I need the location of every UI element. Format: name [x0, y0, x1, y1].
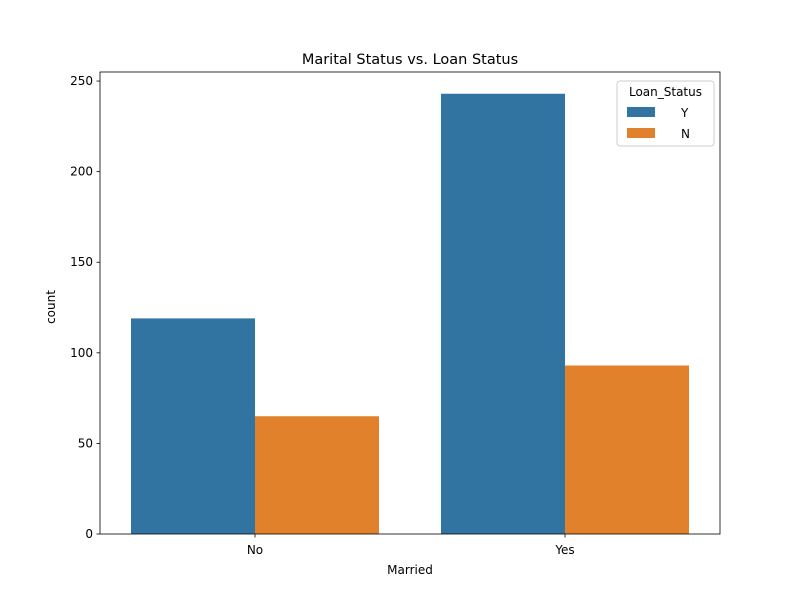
y-tick-label: 200 — [70, 165, 93, 179]
legend: Loan_Status YN — [616, 80, 715, 147]
legend-label-y: Y — [680, 106, 689, 120]
x-tick-label: No — [247, 543, 263, 557]
x-axis: No Yes — [247, 534, 575, 557]
y-axis: 0 50 100 150 200 250 — [70, 74, 100, 541]
bar-n-no — [255, 416, 379, 534]
y-tick-label: 250 — [70, 74, 93, 88]
x-tick-label: Yes — [554, 543, 574, 557]
legend-items: YN — [627, 106, 690, 141]
chart-title: Marital Status vs. Loan Status — [302, 52, 518, 68]
y-tick-label: 150 — [70, 255, 93, 269]
bar-y-no — [131, 318, 255, 534]
legend-swatch-n — [627, 128, 655, 138]
axes-frame — [99, 71, 721, 535]
x-axis-label: Married — [387, 563, 433, 577]
plot-area — [99, 71, 721, 535]
legend-label-n: N — [681, 127, 690, 141]
legend-title: Loan_Status — [629, 85, 702, 99]
legend-swatch-y — [627, 107, 655, 117]
bar-y-yes — [441, 93, 565, 534]
y-tick-label: 100 — [70, 346, 93, 360]
bar-n-yes — [565, 365, 689, 534]
y-tick-label: 0 — [85, 527, 93, 541]
y-tick-label: 50 — [78, 436, 93, 450]
y-axis-label: count — [44, 290, 58, 324]
